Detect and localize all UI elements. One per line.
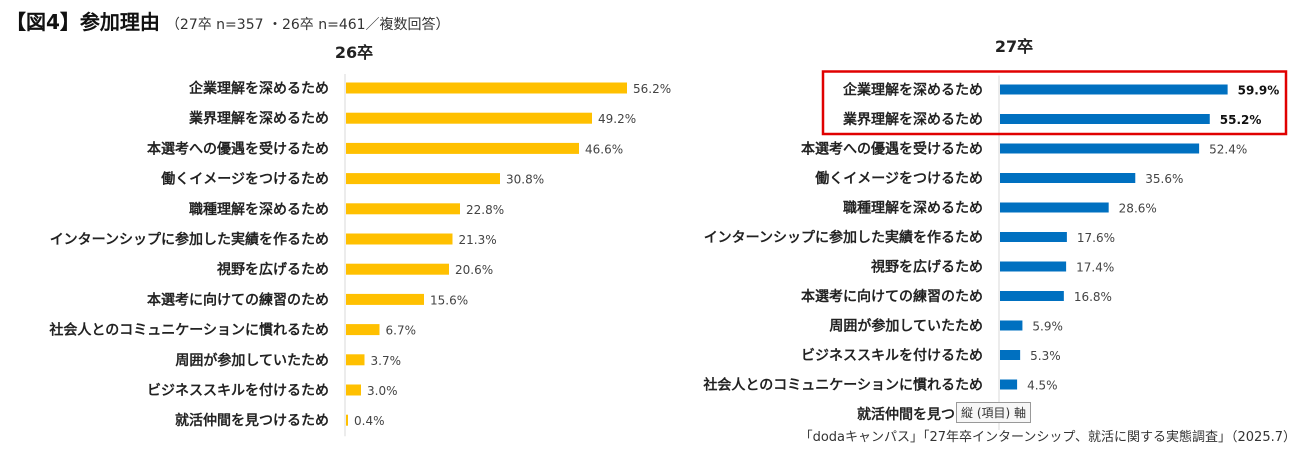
category-label: 企業理解を深めるため xyxy=(188,80,329,97)
category-label: インターンシップに参加した実績を作るため xyxy=(50,231,329,248)
data-label: 17.6% xyxy=(1077,231,1115,245)
bar xyxy=(1000,114,1210,124)
bar xyxy=(1000,202,1109,213)
data-label: 30.8% xyxy=(506,173,544,187)
figure-title-row: 【図4】参加理由 （27卒 n=357 ・26卒 n=461／複数回答） xyxy=(6,6,450,35)
data-label: 3.7% xyxy=(371,354,402,368)
bar xyxy=(1000,261,1067,272)
bar xyxy=(1000,320,1023,331)
category-label: インターンシップに参加した実績を作るため xyxy=(704,229,983,246)
category-label: 職種理解を深めるため xyxy=(843,200,983,217)
category-label: 企業理解を深めるため xyxy=(842,82,983,99)
data-label: 52.4% xyxy=(1209,143,1247,157)
data-label: 6.7% xyxy=(386,324,417,338)
data-label: 5.9% xyxy=(1032,320,1063,334)
category-label: 社会人とのコミュニケーションに慣れるため xyxy=(48,322,329,339)
data-label: 56.2% xyxy=(633,82,671,96)
data-label: 21.3% xyxy=(459,233,497,247)
chart-title: 27卒 xyxy=(995,37,1033,56)
category-label: 本選考に向けての練習のため xyxy=(801,288,983,305)
figure-title: 【図4】参加理由 xyxy=(6,10,160,34)
data-label: 22.8% xyxy=(466,203,504,217)
source-note: 「dodaキャンパス」「27年卒インターンシップ、就活に関する実態調査」（202… xyxy=(800,429,1296,445)
bar xyxy=(346,384,361,396)
category-label: 周囲が参加していたため xyxy=(175,352,329,369)
data-label: 0.4% xyxy=(354,414,385,428)
bar xyxy=(346,142,579,154)
category-label: 就活仲間を見つける xyxy=(857,406,983,423)
category-label: 働くイメージをつけるため xyxy=(814,170,983,187)
bar xyxy=(346,112,592,124)
category-label: 社会人とのコミュニケーションに慣れるため xyxy=(702,377,983,394)
bar xyxy=(346,233,453,245)
category-label: ビジネススキルを付けるため xyxy=(147,382,329,399)
data-label: 3.0% xyxy=(367,384,398,398)
bar xyxy=(346,293,424,305)
category-label: 視野を広げるため xyxy=(216,261,329,278)
category-label: ビジネススキルを付けるため xyxy=(801,347,983,364)
highlight-box xyxy=(821,70,1288,136)
category-label: 本選考への優遇を受けるため xyxy=(801,141,983,158)
category-label: 周囲が参加していたため xyxy=(829,318,983,335)
bar xyxy=(346,354,365,366)
bar xyxy=(1000,291,1064,301)
data-label: 35.6% xyxy=(1145,172,1183,186)
chart-title: 26卒 xyxy=(335,43,373,62)
axis-tooltip: 縦 (項目) 軸 xyxy=(956,402,1031,423)
category-label: 職種理解を深めるため xyxy=(189,201,329,218)
data-label: 5.3% xyxy=(1030,349,1061,363)
bar xyxy=(1000,143,1200,154)
data-label: 59.9% xyxy=(1238,84,1280,98)
bar xyxy=(346,263,449,275)
data-label: 17.4% xyxy=(1076,261,1114,275)
category-label: 本選考に向けての練習のため xyxy=(147,291,329,308)
data-label: 20.6% xyxy=(455,263,493,277)
category-label: 働くイメージをつけるため xyxy=(160,171,329,188)
data-label: 49.2% xyxy=(598,112,636,126)
category-label: 本選考への優遇を受けるため xyxy=(147,140,329,157)
bar xyxy=(346,82,627,94)
data-label: 55.2% xyxy=(1220,113,1262,127)
data-label: 46.6% xyxy=(585,142,623,156)
category-label: 業界理解を深めるため xyxy=(188,110,329,127)
bar xyxy=(346,414,348,426)
bar xyxy=(346,203,460,215)
bar xyxy=(1000,173,1136,183)
figure-subtitle: （27卒 n=357 ・26卒 n=461／複数回答） xyxy=(165,17,450,33)
category-label: 視野を広げるため xyxy=(870,259,983,276)
bar xyxy=(346,324,380,336)
bar xyxy=(346,173,500,185)
data-label: 15.6% xyxy=(430,293,468,307)
data-label: 16.8% xyxy=(1074,290,1112,304)
bar xyxy=(1000,84,1228,95)
bar xyxy=(1000,232,1067,242)
data-label: 28.6% xyxy=(1119,202,1157,216)
category-label: 業界理解を深めるため xyxy=(842,111,983,128)
data-label: 4.5% xyxy=(1027,379,1058,393)
bar xyxy=(1000,350,1021,360)
category-label: 就活仲間を見つけるため xyxy=(175,412,329,429)
bar xyxy=(1000,379,1018,390)
